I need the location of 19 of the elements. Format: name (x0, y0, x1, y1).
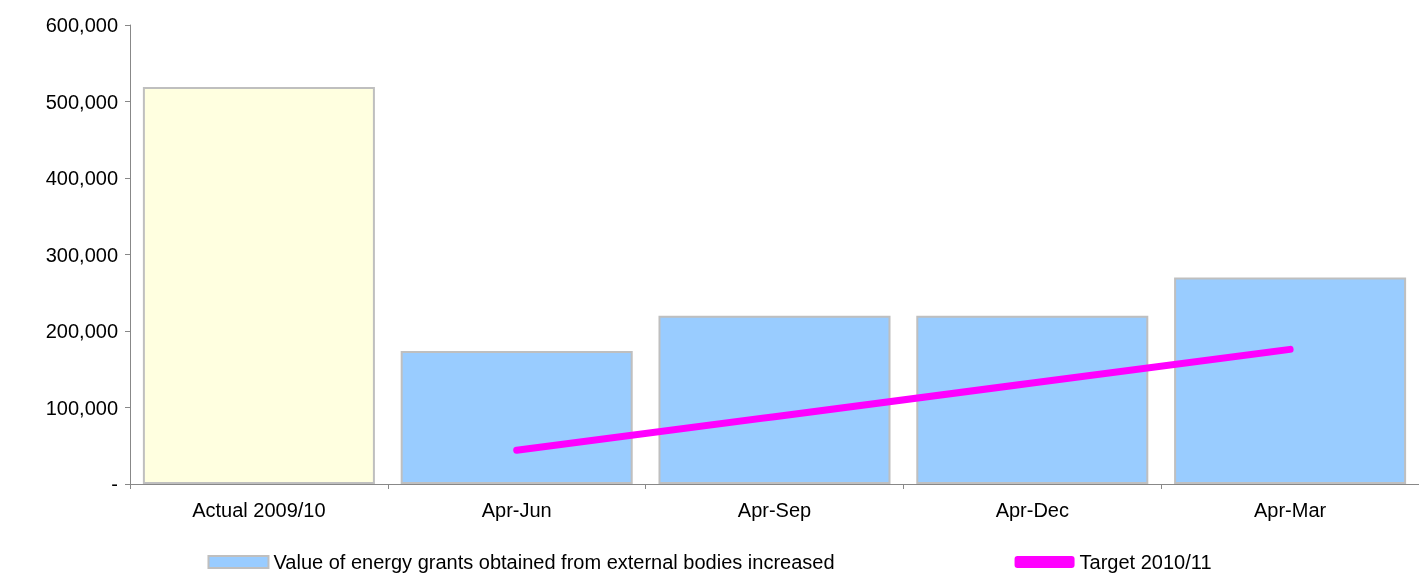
bar (400, 350, 633, 484)
x-tick-label: Actual 2009/10 (192, 499, 326, 521)
y-tick-label: 100,000 (45, 396, 118, 419)
bar (916, 315, 1149, 484)
bar (1174, 277, 1407, 484)
x-tick-label: Apr-Dec (995, 499, 1069, 521)
x-tick-label: Apr-Sep (737, 499, 812, 521)
y-tick-label: 600,000 (45, 14, 118, 36)
legend-label: Target 2010/11 (1079, 551, 1212, 573)
y-tick-label: 300,000 (45, 243, 118, 266)
bar (142, 86, 375, 484)
legend-label: Value of energy grants obtained from external bodies increased (273, 551, 835, 573)
x-tick-label: Apr-Mar (1253, 499, 1327, 521)
x-tick-label: Apr-Jun (481, 499, 552, 521)
y-tick-label: 400,000 (45, 167, 118, 189)
y-tick-label: - (111, 473, 118, 495)
bar (658, 315, 891, 484)
y-tick-label: 200,000 (45, 320, 118, 342)
y-tick-label: 500,000 (45, 90, 118, 113)
